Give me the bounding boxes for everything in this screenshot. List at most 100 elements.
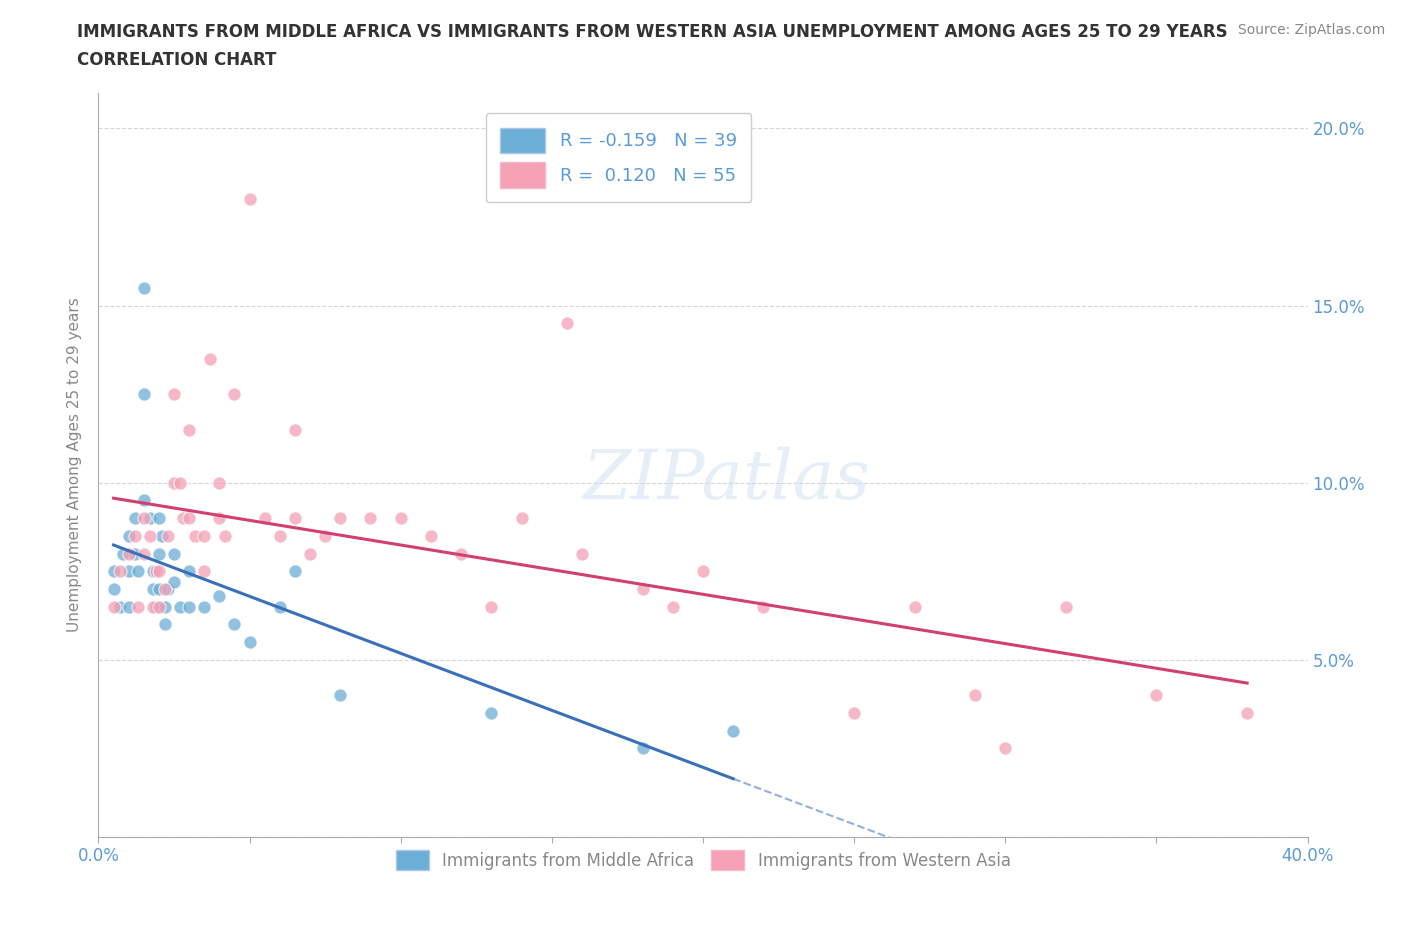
Point bbox=[631, 581, 654, 596]
Point bbox=[723, 724, 745, 738]
Point bbox=[124, 528, 146, 543]
Point bbox=[142, 599, 165, 614]
Point bbox=[284, 564, 307, 578]
Point bbox=[239, 192, 262, 206]
Point bbox=[1236, 706, 1258, 721]
Point bbox=[481, 599, 503, 614]
Point bbox=[132, 511, 155, 525]
Legend: Immigrants from Middle Africa, Immigrants from Western Asia: Immigrants from Middle Africa, Immigrant… bbox=[389, 844, 1017, 877]
Point bbox=[108, 599, 131, 614]
Point bbox=[329, 511, 352, 525]
Point bbox=[360, 511, 382, 525]
Point bbox=[314, 528, 336, 543]
Point bbox=[163, 387, 186, 402]
Point bbox=[163, 475, 186, 490]
Point bbox=[1054, 599, 1077, 614]
Point bbox=[179, 511, 201, 525]
Point bbox=[571, 546, 593, 561]
Point bbox=[148, 564, 170, 578]
Point bbox=[214, 528, 236, 543]
Point bbox=[145, 599, 167, 614]
Point bbox=[148, 581, 170, 596]
Point bbox=[103, 581, 125, 596]
Point bbox=[631, 741, 654, 756]
Point bbox=[481, 706, 503, 721]
Point bbox=[108, 564, 131, 578]
Text: Source: ZipAtlas.com: Source: ZipAtlas.com bbox=[1237, 23, 1385, 37]
Point bbox=[142, 581, 165, 596]
Point bbox=[269, 599, 291, 614]
Point bbox=[124, 546, 146, 561]
Point bbox=[269, 528, 291, 543]
Point bbox=[139, 528, 162, 543]
Point bbox=[389, 511, 412, 525]
Point bbox=[172, 511, 194, 525]
Point bbox=[153, 599, 176, 614]
Point bbox=[193, 564, 215, 578]
Point bbox=[661, 599, 683, 614]
Point bbox=[127, 564, 149, 578]
Point bbox=[752, 599, 775, 614]
Point bbox=[163, 546, 186, 561]
Point bbox=[692, 564, 714, 578]
Point bbox=[179, 599, 201, 614]
Point bbox=[904, 599, 927, 614]
Point bbox=[118, 546, 141, 561]
Point bbox=[148, 599, 170, 614]
Point bbox=[965, 688, 987, 703]
Point bbox=[156, 581, 179, 596]
Point bbox=[148, 511, 170, 525]
Point bbox=[142, 564, 165, 578]
Point bbox=[153, 617, 176, 631]
Point bbox=[555, 316, 578, 331]
Point bbox=[994, 741, 1017, 756]
Point bbox=[169, 599, 191, 614]
Point bbox=[1144, 688, 1167, 703]
Point bbox=[179, 422, 201, 437]
Point bbox=[118, 528, 141, 543]
Point bbox=[224, 387, 246, 402]
Point bbox=[193, 528, 215, 543]
Text: ZIPatlas: ZIPatlas bbox=[583, 446, 872, 513]
Point bbox=[145, 564, 167, 578]
Point bbox=[150, 528, 173, 543]
Point bbox=[208, 475, 231, 490]
Point bbox=[200, 352, 222, 366]
Point bbox=[153, 581, 176, 596]
Point bbox=[139, 511, 162, 525]
Point bbox=[111, 546, 134, 561]
Point bbox=[284, 511, 307, 525]
Point bbox=[148, 546, 170, 561]
Point bbox=[450, 546, 472, 561]
Text: CORRELATION CHART: CORRELATION CHART bbox=[77, 51, 277, 69]
Point bbox=[510, 511, 533, 525]
Point bbox=[132, 281, 155, 296]
Point bbox=[132, 546, 155, 561]
Point bbox=[844, 706, 866, 721]
Point bbox=[420, 528, 443, 543]
Text: IMMIGRANTS FROM MIDDLE AFRICA VS IMMIGRANTS FROM WESTERN ASIA UNEMPLOYMENT AMONG: IMMIGRANTS FROM MIDDLE AFRICA VS IMMIGRA… bbox=[77, 23, 1227, 41]
Y-axis label: Unemployment Among Ages 25 to 29 years: Unemployment Among Ages 25 to 29 years bbox=[67, 298, 83, 632]
Point bbox=[193, 599, 215, 614]
Point bbox=[132, 387, 155, 402]
Point bbox=[253, 511, 276, 525]
Point bbox=[118, 599, 141, 614]
Point bbox=[132, 493, 155, 508]
Point bbox=[299, 546, 322, 561]
Point bbox=[163, 575, 186, 590]
Point bbox=[239, 634, 262, 649]
Point bbox=[103, 599, 125, 614]
Point bbox=[329, 688, 352, 703]
Point bbox=[124, 511, 146, 525]
Point bbox=[179, 564, 201, 578]
Point bbox=[284, 422, 307, 437]
Point bbox=[118, 564, 141, 578]
Point bbox=[169, 475, 191, 490]
Point bbox=[156, 528, 179, 543]
Point bbox=[208, 511, 231, 525]
Point bbox=[224, 617, 246, 631]
Point bbox=[103, 564, 125, 578]
Point bbox=[208, 589, 231, 604]
Point bbox=[127, 599, 149, 614]
Point bbox=[184, 528, 207, 543]
